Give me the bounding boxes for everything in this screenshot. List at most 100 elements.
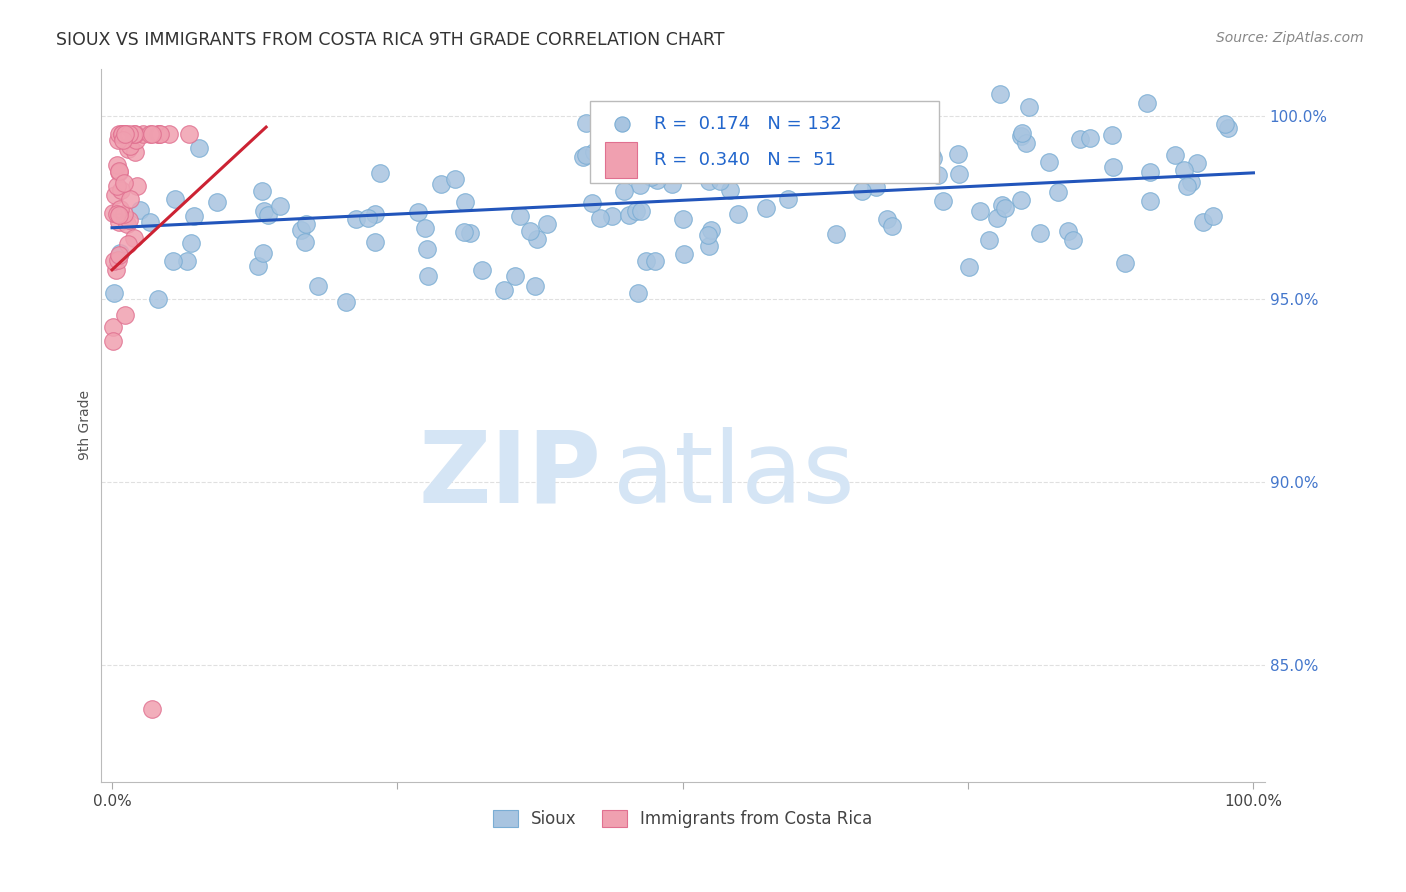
Point	[148, 128, 170, 142]
Point	[1180, 175, 1202, 189]
Point	[630, 178, 652, 193]
Point	[697, 227, 720, 242]
Point	[453, 225, 475, 239]
Text: R =  0.174   N = 132: R = 0.174 N = 132	[654, 115, 841, 133]
Point	[727, 206, 749, 220]
Point	[104, 263, 127, 277]
Point	[1164, 148, 1187, 162]
Point	[453, 195, 475, 210]
Point	[247, 260, 270, 274]
Point	[922, 151, 945, 165]
Point	[852, 149, 875, 163]
Point	[661, 178, 683, 192]
Point	[108, 246, 131, 260]
Point	[709, 174, 731, 188]
Point	[344, 212, 367, 227]
Point	[786, 161, 808, 176]
Point	[718, 183, 741, 197]
Point	[581, 196, 603, 211]
Point	[1018, 100, 1040, 114]
Point	[630, 203, 652, 218]
Point	[107, 165, 129, 179]
Point	[1057, 224, 1080, 238]
FancyBboxPatch shape	[589, 101, 939, 183]
Point	[699, 222, 721, 236]
Point	[444, 172, 467, 186]
Point	[1173, 162, 1195, 177]
Point	[1101, 128, 1123, 142]
Point	[624, 204, 647, 219]
Point	[139, 128, 162, 142]
Point	[627, 285, 650, 300]
Point	[129, 203, 152, 218]
Point	[117, 236, 139, 251]
Point	[526, 231, 548, 245]
Point	[120, 193, 142, 207]
Point	[880, 219, 903, 233]
Point	[612, 392, 634, 406]
Point	[1139, 165, 1161, 179]
Point	[640, 170, 662, 185]
Point	[1218, 120, 1240, 135]
Point	[112, 128, 135, 142]
Point	[120, 139, 142, 153]
Point	[117, 142, 139, 156]
Point	[644, 253, 666, 268]
Point	[1136, 95, 1159, 110]
Point	[110, 183, 132, 197]
Point	[1202, 209, 1225, 223]
Point	[141, 702, 163, 716]
Point	[588, 154, 610, 169]
Bar	[605, 142, 637, 178]
Point	[180, 236, 202, 251]
Point	[364, 207, 387, 221]
Point	[124, 128, 146, 142]
Point	[165, 192, 187, 206]
Text: ZIP: ZIP	[419, 427, 602, 524]
Point	[114, 308, 136, 322]
Point	[107, 133, 129, 147]
Point	[503, 268, 526, 283]
Point	[103, 253, 125, 268]
Point	[364, 235, 387, 250]
Point	[911, 133, 934, 147]
Point	[122, 128, 145, 142]
Point	[716, 166, 738, 180]
Point	[671, 212, 693, 227]
Point	[946, 146, 969, 161]
Point	[124, 145, 146, 160]
Point	[105, 179, 128, 194]
Point	[1139, 194, 1161, 208]
Point	[655, 140, 678, 154]
Point	[460, 226, 482, 240]
Point	[927, 168, 949, 182]
Point	[699, 239, 721, 253]
Point	[1011, 193, 1033, 207]
Point	[1015, 136, 1038, 150]
Point	[416, 242, 439, 256]
Point	[1010, 129, 1032, 144]
Text: R =  0.340   N =  51: R = 0.340 N = 51	[654, 151, 835, 169]
Point	[876, 211, 898, 226]
Point	[896, 157, 918, 171]
Point	[794, 111, 817, 125]
Point	[269, 199, 291, 213]
Point	[108, 128, 131, 142]
Text: atlas: atlas	[613, 427, 855, 524]
Point	[986, 211, 1008, 226]
Point	[612, 184, 634, 198]
Point	[108, 202, 131, 216]
Point	[114, 128, 136, 142]
Point	[994, 201, 1017, 215]
Point	[872, 155, 894, 169]
Point	[602, 210, 624, 224]
Y-axis label: 9th Grade: 9th Grade	[79, 391, 93, 460]
Point	[188, 141, 211, 155]
Point	[617, 161, 640, 176]
Point	[101, 334, 124, 349]
Point	[948, 167, 970, 181]
Point	[108, 248, 131, 262]
Point	[307, 279, 329, 293]
Point	[108, 215, 131, 229]
Text: Source: ZipAtlas.com: Source: ZipAtlas.com	[1216, 31, 1364, 45]
